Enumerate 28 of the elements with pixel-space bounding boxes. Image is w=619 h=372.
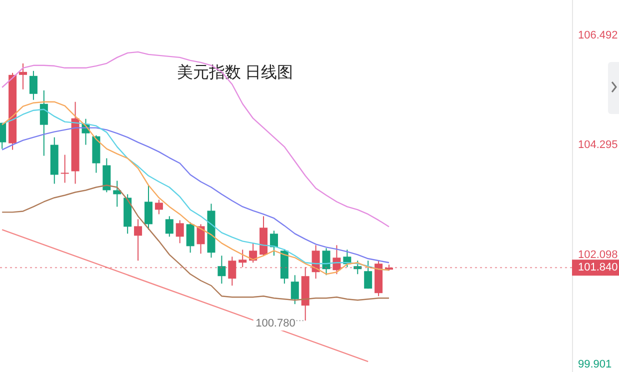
candlestick (165, 216, 174, 238)
ref-line-label: 101.840 (578, 262, 618, 274)
candlestick (218, 255, 226, 284)
candlestick (40, 90, 48, 156)
line-series (1, 51, 390, 228)
y-tick-label: 106.492 (578, 29, 618, 42)
annotation: 100.780 (256, 318, 296, 330)
candlestick (29, 70, 38, 100)
y-tick-label: 102.098 (578, 248, 618, 261)
line-series (1, 184, 390, 301)
candlestick (134, 218, 142, 262)
candlestick (144, 184, 152, 230)
candlestick (113, 180, 122, 208)
candlestick (19, 62, 28, 90)
candlestick (322, 248, 330, 276)
candlestick (176, 220, 184, 244)
candlestick (270, 230, 278, 256)
candlestick (364, 260, 372, 290)
candlestick (60, 154, 69, 184)
candlestick (228, 256, 236, 286)
candlestick (354, 260, 362, 275)
candlestick (290, 274, 299, 305)
candlestick (196, 224, 205, 254)
candlestick (154, 199, 163, 215)
candlestick (238, 249, 247, 268)
candlestick (186, 222, 194, 254)
y-tick-label: 99.901 (578, 358, 612, 370)
y-tick-label: 104.295 (578, 139, 618, 152)
